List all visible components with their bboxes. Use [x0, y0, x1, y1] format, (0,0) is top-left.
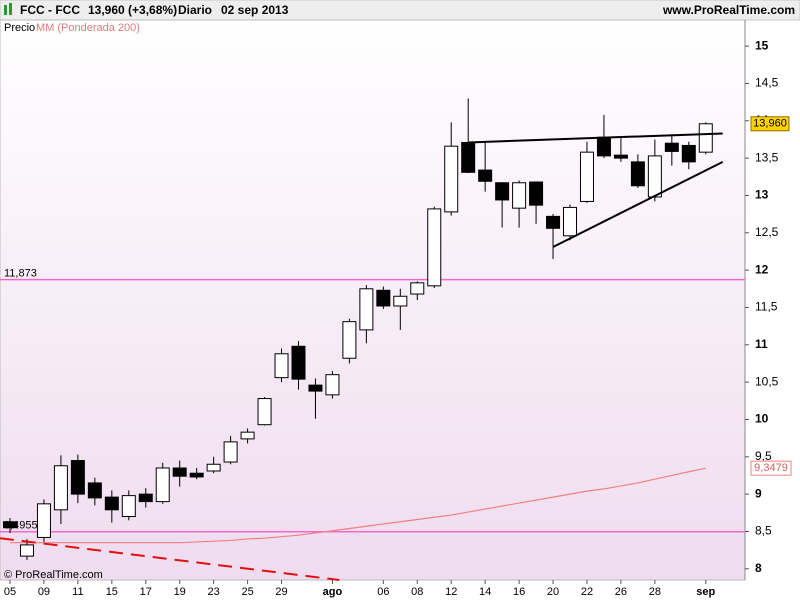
candle-body [427, 208, 442, 287]
candle-body [53, 465, 68, 511]
x-tick-label: 20 [547, 586, 559, 598]
y-tick-label: 11 [755, 337, 768, 351]
candle-body [410, 282, 425, 295]
legend-ma: MM (Ponderada 200) [36, 22, 140, 34]
candle-body [308, 384, 323, 392]
x-tick-label: 12 [445, 586, 457, 598]
candle-body [393, 295, 408, 307]
horizontal-line-label: 11,873 [4, 268, 37, 280]
candle-body [104, 496, 119, 511]
x-tick-label: 06 [377, 586, 389, 598]
x-tick-label: 11 [72, 586, 83, 598]
x-tick-label: 15 [106, 586, 118, 598]
x-tick-label: 25 [241, 586, 253, 598]
candle-body [546, 215, 561, 229]
y-tick-label: 10,5 [755, 374, 779, 388]
candle-body [664, 142, 679, 152]
y-tick-label: 8,5 [755, 524, 772, 538]
candle-body [155, 467, 170, 503]
y-tick-label: 8 [755, 561, 762, 575]
x-tick-label: 29 [275, 586, 287, 598]
candle-body [87, 482, 102, 499]
candle-body [342, 321, 357, 359]
candle-body [3, 521, 17, 529]
x-tick-label: 05 [4, 586, 16, 598]
candle-body [291, 345, 306, 380]
candle-body [36, 503, 51, 538]
x-tick-label: 14 [479, 586, 491, 598]
candle-body [274, 353, 289, 379]
y-tick-label: 9 [755, 486, 762, 500]
y-tick-label: 14,5 [755, 76, 779, 90]
candle-body [563, 206, 578, 237]
x-tick-label: 16 [513, 586, 525, 598]
x-tick-label: 08 [411, 586, 423, 598]
y-tick-label: 12,5 [755, 225, 779, 239]
trendline [552, 160, 724, 248]
candle-body [257, 398, 272, 426]
candle-body [325, 374, 340, 396]
ma-value-box [750, 460, 792, 476]
candle-body [698, 123, 713, 153]
y-tick-label: 12 [755, 262, 769, 276]
moving-average [10, 467, 706, 544]
ma-value-label: 9,3479 [754, 462, 788, 474]
icon [4, 5, 7, 15]
x-tick-label: 19 [174, 586, 186, 598]
x-tick-label: 26 [615, 586, 627, 598]
trendline [0, 537, 340, 581]
candle-body [223, 441, 238, 463]
candle-body [444, 145, 459, 213]
candle-body [19, 544, 34, 557]
y-tick-label: 13,5 [755, 150, 779, 164]
x-tick-label: 09 [38, 586, 50, 598]
candle-body [596, 136, 611, 157]
source: www.ProRealTime.com [662, 3, 795, 17]
candle-body [478, 169, 493, 182]
candle-body [512, 182, 527, 209]
x-tick-label: 17 [140, 586, 152, 598]
legend-price: Precio [4, 22, 35, 34]
candle-body [630, 161, 645, 187]
y-tick-label: 9,5 [755, 449, 772, 463]
last-change: 13,960 (+3,68%) [88, 3, 177, 17]
candle-body [121, 495, 136, 518]
candle-body [461, 141, 476, 173]
x-tick-label: sep [696, 586, 715, 598]
candle-body [376, 289, 391, 307]
y-tick-label: 13 [755, 188, 769, 202]
candle-body [70, 460, 85, 495]
candle-body [529, 181, 544, 206]
last-price-label: 13,960 [753, 118, 787, 130]
x-tick-label: 22 [581, 586, 593, 598]
candle-body [189, 472, 204, 478]
symbol: FCC - FCC [20, 3, 80, 17]
candle-body [681, 144, 696, 163]
y-tick-label: 10 [755, 412, 769, 426]
y-tick-label: 15 [755, 38, 769, 52]
candle-body [613, 154, 628, 159]
date: 02 sep 2013 [221, 3, 289, 17]
x-tick-label: 23 [208, 586, 220, 598]
period: Diario [178, 3, 212, 17]
candle-body [495, 182, 510, 201]
candle-body [579, 151, 594, 202]
candle-body [240, 431, 255, 440]
icon [9, 3, 12, 15]
y-tick-label: 11,5 [755, 300, 778, 314]
candle-body [647, 155, 662, 198]
x-tick-label: 28 [649, 586, 661, 598]
copyright: © ProRealTime.com [4, 569, 103, 581]
candle-body [206, 463, 221, 472]
candle-body [359, 288, 374, 331]
candle-body [172, 467, 187, 477]
last-price-box [750, 116, 790, 132]
candle-body [138, 493, 153, 503]
x-tick-label: ago [323, 586, 343, 598]
trendline [468, 132, 723, 144]
